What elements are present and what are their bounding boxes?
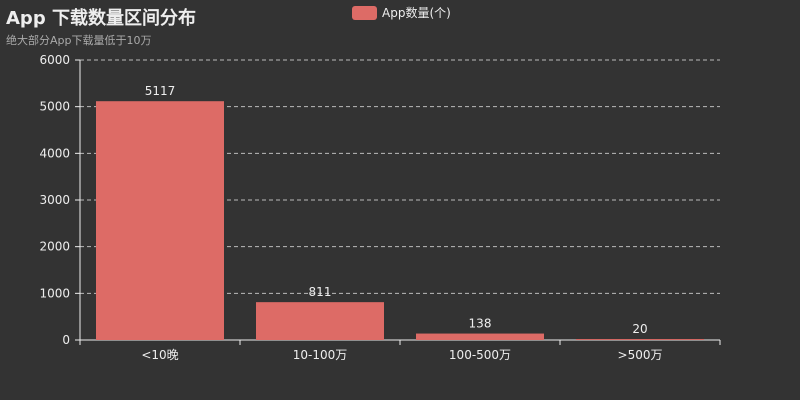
y-tick-label: 1000: [39, 286, 70, 300]
data-label: 5117: [145, 84, 176, 98]
data-label: 811: [309, 285, 332, 299]
data-label: 138: [469, 317, 492, 331]
x-tick-label: >500万: [618, 348, 663, 362]
legend-swatch: [352, 5, 377, 20]
y-tick-label: 6000: [39, 53, 70, 67]
bar: [256, 302, 384, 340]
legend[interactable]: App数量(个): [352, 4, 451, 21]
y-tick-label: 5000: [39, 100, 70, 114]
y-tick-label: 2000: [39, 240, 70, 254]
bar: [96, 101, 224, 340]
x-tick-label: <10晚: [141, 348, 178, 362]
x-tick-label: 10-100万: [293, 348, 348, 362]
y-tick-label: 4000: [39, 146, 70, 160]
bar: [416, 333, 544, 340]
x-tick-label: 100-500万: [449, 348, 511, 362]
legend-label: App数量(个): [382, 6, 451, 20]
chart-title: App 下载数量区间分布: [6, 8, 196, 29]
chart-subtitle: 绝大部分App下载量低于10万: [6, 34, 152, 47]
y-tick-label: 3000: [39, 193, 70, 207]
data-label: 20: [632, 322, 647, 336]
y-tick-label: 0: [62, 333, 70, 347]
bar: [576, 339, 704, 340]
